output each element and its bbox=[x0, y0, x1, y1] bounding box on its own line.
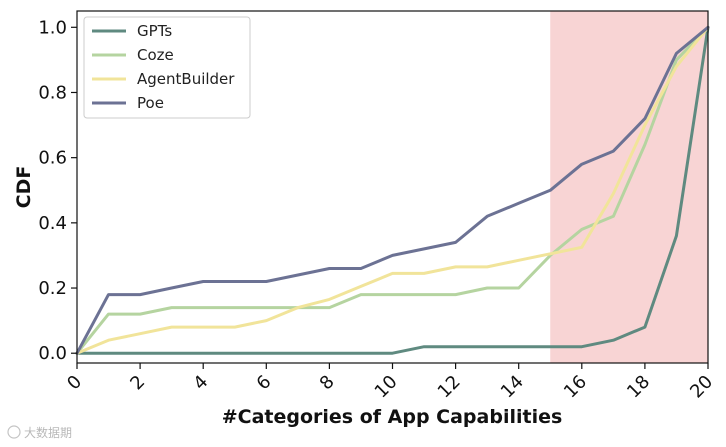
y-tick-label: 0.6 bbox=[38, 148, 67, 169]
watermark-text: 大数据期 bbox=[24, 425, 72, 440]
series-line-agentbuilder bbox=[75, 25, 710, 355]
x-tick-label: 14 bbox=[497, 371, 528, 402]
series-line-poe bbox=[75, 25, 710, 355]
legend: GPTs Coze AgentBuilder Poe bbox=[83, 16, 251, 119]
series-line-gpts bbox=[75, 25, 710, 355]
y-tick-label: 0.8 bbox=[38, 82, 67, 103]
x-tick-label: 10 bbox=[371, 371, 402, 402]
x-axis-title: #Categories of App Capabilities bbox=[222, 406, 563, 428]
x-axis-ticks: 0 2 4 6 8 10 12 14 16 18 20 bbox=[63, 363, 717, 402]
legend-box bbox=[83, 16, 251, 119]
x-tick-label: 18 bbox=[623, 371, 654, 402]
x-tick-label: 6 bbox=[253, 371, 276, 394]
x-tick-label: 20 bbox=[686, 371, 717, 402]
series-lines bbox=[75, 25, 710, 355]
x-tick-label: 0 bbox=[63, 371, 86, 394]
watermark: 大数据期 bbox=[7, 425, 72, 440]
y-tick-label: 0.4 bbox=[38, 213, 67, 234]
y-tick-label: 1.0 bbox=[38, 17, 67, 38]
y-axis-ticks: 0.0 0.2 0.4 0.6 0.8 1.0 bbox=[38, 17, 77, 364]
watermark-icon bbox=[7, 425, 21, 439]
y-tick-label: 0.0 bbox=[38, 343, 67, 364]
legend-label-gpts: GPTs bbox=[137, 22, 172, 40]
y-axis-title: CDF bbox=[13, 166, 35, 209]
legend-label-agentbuilder: AgentBuilder bbox=[137, 70, 235, 88]
series-line-coze bbox=[75, 25, 710, 355]
x-tick-label: 12 bbox=[434, 371, 465, 402]
x-tick-label: 4 bbox=[189, 371, 212, 394]
legend-label-poe: Poe bbox=[137, 94, 164, 112]
x-tick-label: 8 bbox=[316, 371, 339, 394]
x-tick-label: 2 bbox=[126, 371, 149, 394]
highlight-region bbox=[550, 11, 708, 363]
legend-label-coze: Coze bbox=[137, 46, 174, 64]
y-tick-label: 0.2 bbox=[38, 278, 67, 299]
x-tick-label: 16 bbox=[560, 371, 591, 402]
